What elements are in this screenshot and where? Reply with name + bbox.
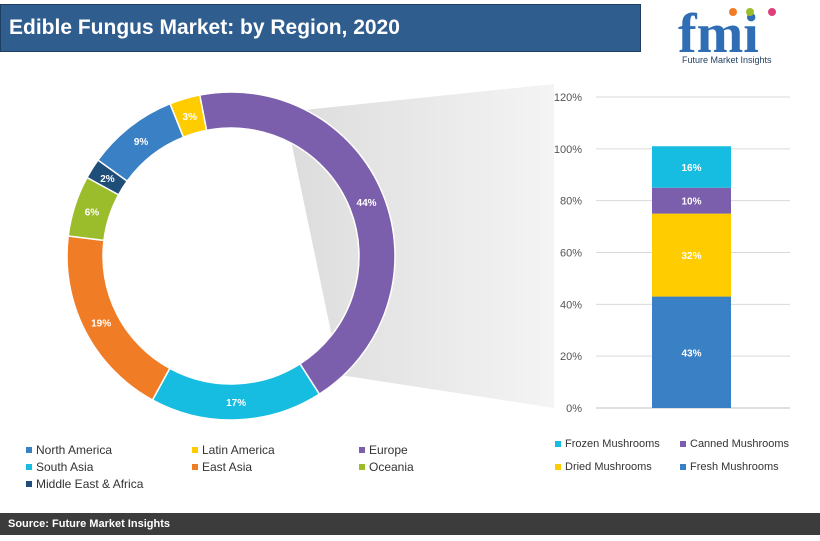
source-text: Source: Future Market Insights	[8, 518, 170, 530]
y-tick-label: 60%	[560, 248, 582, 260]
slice-south-asia	[151, 362, 321, 421]
legend-item-oceania: Oceania	[359, 460, 414, 474]
legend-item-latin-america: Latin America	[192, 443, 275, 457]
y-tick-label: 120%	[554, 92, 582, 104]
source-bar: Source: Future Market Insights	[0, 513, 820, 535]
bar-segment-fresh-mushrooms	[652, 296, 731, 408]
slice-europe	[198, 91, 396, 396]
legend-swatch	[192, 464, 198, 470]
legend-label: North America	[36, 443, 113, 457]
legend-item-europe: Europe	[359, 443, 408, 457]
legend-label: Dried Mushrooms	[565, 461, 652, 473]
donut-chart: 44% 17% 19% 6% 2% 9% 3%	[66, 91, 396, 421]
legend-item-middle-east-and-africa: Middle East & Africa	[26, 477, 143, 491]
slice-label-europe: 44%	[357, 198, 377, 209]
bar-label-dried-mushrooms: 32%	[681, 251, 701, 262]
y-tick-label: 40%	[560, 299, 582, 311]
fmi-logo: fmi	[678, 3, 776, 65]
logo-dot-orange	[729, 8, 737, 16]
title-bar: Edible Fungus Market: by Region, 2020	[0, 4, 641, 52]
legend-item-south-asia: South Asia	[26, 460, 93, 474]
legend-swatch	[26, 481, 32, 487]
legend-item-north-america: North America	[26, 443, 112, 457]
logo-letters: fmi	[678, 3, 759, 65]
slice-east-asia	[66, 235, 171, 402]
slice-label-south-asia: 17%	[226, 398, 246, 409]
page-title: Edible Fungus Market: by Region, 2020	[9, 16, 400, 39]
slice-label-north-america: 9%	[134, 137, 149, 148]
legend-swatch	[26, 464, 32, 470]
slice-label-middle-east-and-africa: 2%	[100, 174, 115, 185]
bar-segment-dried-mushrooms	[652, 213, 731, 297]
logo-dot-green	[746, 8, 754, 16]
bar-segment-canned-mushrooms	[652, 187, 731, 214]
stacked-bar-chart: 0% 20% 40% 60% 80% 100% 120% 43% 32% 10% 16%	[554, 92, 790, 415]
legend-item-east-asia: East Asia	[192, 460, 252, 474]
legend-label: South Asia	[36, 460, 94, 474]
y-tick-label: 20%	[560, 351, 582, 363]
legend-item-dried-mushrooms: Dried Mushrooms	[555, 461, 652, 473]
legend-label: East Asia	[202, 460, 253, 474]
legend-swatch	[555, 464, 561, 470]
logo-tagline: Future Market Insights	[682, 55, 772, 65]
legend-label: Oceania	[369, 460, 414, 474]
bar-label-fresh-mushrooms: 43%	[681, 348, 701, 359]
y-tick-label: 100%	[554, 144, 582, 156]
legend-swatch	[192, 447, 198, 453]
legend-swatch	[359, 447, 365, 453]
legend-swatch	[359, 464, 365, 470]
legend-swatch	[555, 441, 561, 447]
slice-label-latin-america: 3%	[183, 112, 198, 123]
logo-dot-pink	[768, 8, 776, 16]
slice-label-oceania: 6%	[85, 207, 100, 218]
legend-swatch	[680, 464, 686, 470]
legend-item-fresh-mushrooms: Fresh Mushrooms	[680, 461, 779, 473]
legend-label: Fresh Mushrooms	[690, 461, 779, 473]
legend-label: Middle East & Africa	[36, 477, 144, 491]
legend-label: Latin America	[202, 443, 275, 457]
slice-latin-america	[169, 94, 208, 139]
legend-label: Europe	[369, 443, 408, 457]
legend-swatch	[26, 447, 32, 453]
legend-item-canned-mushrooms: Canned Mushrooms	[680, 438, 789, 450]
legend-item-frozen-mushrooms: Frozen Mushrooms	[555, 438, 660, 450]
bar-label-frozen-mushrooms: 16%	[681, 163, 701, 174]
y-tick-label: 0%	[566, 403, 582, 415]
legend-label: Frozen Mushrooms	[565, 438, 660, 450]
legend-swatch	[680, 441, 686, 447]
y-tick-label: 80%	[560, 196, 582, 208]
slice-label-east-asia: 19%	[91, 319, 111, 330]
bar-label-canned-mushrooms: 10%	[681, 197, 701, 208]
legend-label: Canned Mushrooms	[690, 438, 790, 450]
bar-segment-frozen-mushrooms	[652, 146, 731, 188]
